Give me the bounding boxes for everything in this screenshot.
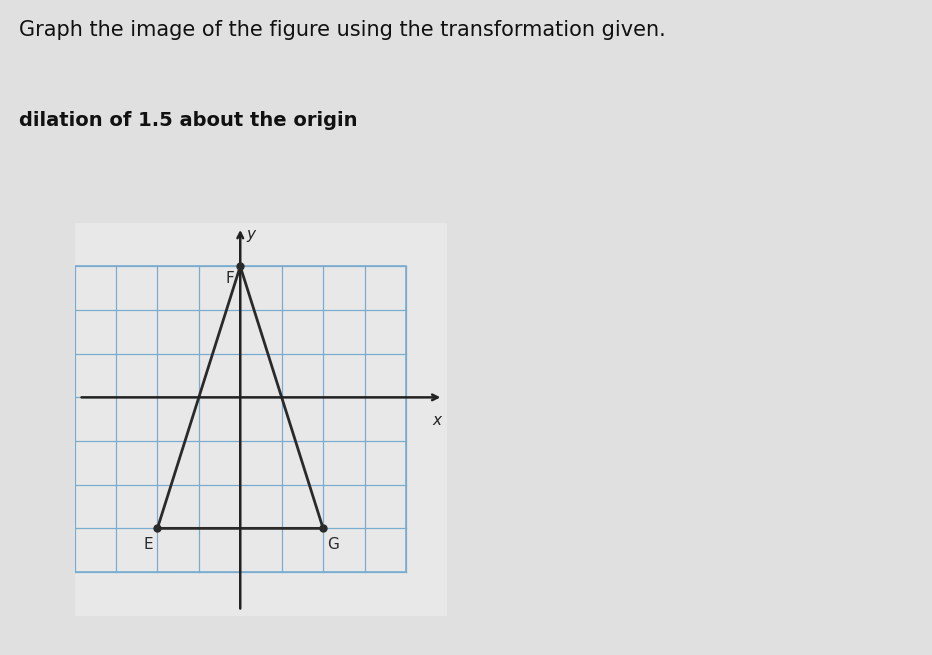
Text: F: F xyxy=(226,271,234,286)
Text: x: x xyxy=(432,413,441,428)
Text: Graph the image of the figure using the transformation given.: Graph the image of the figure using the … xyxy=(19,20,665,40)
Text: y: y xyxy=(246,227,255,242)
Text: E: E xyxy=(144,537,153,552)
Text: G: G xyxy=(327,537,339,552)
Text: dilation of 1.5 about the origin: dilation of 1.5 about the origin xyxy=(19,111,357,130)
